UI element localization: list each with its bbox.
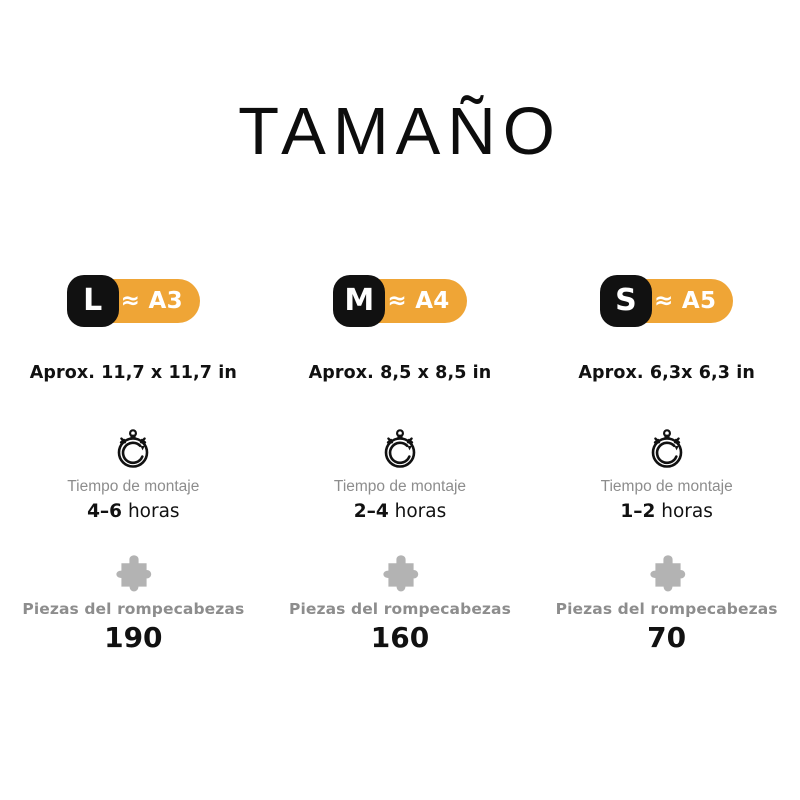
size-letter-chip: S xyxy=(599,275,652,327)
size-option-l[interactable]: ≈ A3 L Aprox. 11,7 x 11,7 in Tiemp xyxy=(0,275,267,654)
pieces-block: Piezas del rompecabezas 160 xyxy=(289,555,511,654)
assembly-time-label: Tiempo de montaje xyxy=(600,478,733,495)
size-badge-s: ≈ A5 S xyxy=(599,275,734,327)
dimensions-text: Aprox. 8,5 x 8,5 in xyxy=(308,363,492,383)
puzzle-piece-icon xyxy=(647,555,687,593)
puzzle-piece-icon xyxy=(113,555,153,593)
assembly-time-value: 4–6 horas xyxy=(87,501,180,522)
paper-equivalent-label: ≈ A4 xyxy=(387,287,450,314)
pieces-count: 190 xyxy=(104,621,163,654)
page-title: TAMAÑO xyxy=(238,94,562,169)
pieces-label: Piezas del rompecabezas xyxy=(22,600,245,618)
assembly-time-block: Tiempo de montaje 4–6 horas xyxy=(67,425,199,522)
pieces-block: Piezas del rompecabezas 70 xyxy=(556,555,778,654)
size-letter-chip: M xyxy=(333,275,386,327)
assembly-time-label: Tiempo de montaje xyxy=(67,478,200,495)
assembly-time-label: Tiempo de montaje xyxy=(333,478,467,495)
size-option-m[interactable]: ≈ A4 M Aprox. 8,5 x 8,5 in Tiempo xyxy=(267,275,534,654)
assembly-time-value: 2–4 horas xyxy=(354,501,447,522)
stopwatch-icon xyxy=(110,425,156,471)
stopwatch-icon xyxy=(377,425,423,471)
assembly-time-number: 2–4 xyxy=(353,501,389,522)
pieces-count: 160 xyxy=(370,621,430,654)
pieces-block: Piezas del rompecabezas 190 xyxy=(22,555,244,654)
assembly-time-number: 4–6 xyxy=(87,501,123,522)
paper-equivalent-label: ≈ A3 xyxy=(120,287,183,314)
assembly-time-value: 1–2 horas xyxy=(620,501,713,522)
assembly-time-block: Tiempo de montaje 2–4 horas xyxy=(334,425,466,522)
pieces-label: Piezas del rompecabezas xyxy=(555,600,778,618)
assembly-time-unit: horas xyxy=(388,501,447,522)
size-options-row: ≈ A3 L Aprox. 11,7 x 11,7 in Tiemp xyxy=(0,275,800,654)
paper-equivalent-label: ≈ A5 xyxy=(653,287,717,314)
stopwatch-icon xyxy=(644,425,690,471)
size-option-s[interactable]: ≈ A5 S Aprox. 6,3x 6,3 in Tiempo d xyxy=(533,275,800,654)
dimensions-text: Aprox. 6,3x 6,3 in xyxy=(578,363,755,383)
puzzle-piece-icon xyxy=(380,555,420,593)
pieces-count: 70 xyxy=(647,621,687,654)
dimensions-text: Aprox. 11,7 x 11,7 in xyxy=(29,363,237,383)
assembly-time-unit: horas xyxy=(655,501,713,522)
size-badge-m: ≈ A4 M xyxy=(333,275,467,327)
assembly-time-unit: horas xyxy=(122,501,180,522)
assembly-time-number: 1–2 xyxy=(620,501,656,522)
size-badge-l: ≈ A3 L xyxy=(66,275,200,327)
assembly-time-block: Tiempo de montaje 1–2 horas xyxy=(601,425,733,522)
pieces-label: Piezas del rompecabezas xyxy=(289,600,511,618)
size-letter-chip: L xyxy=(66,275,119,327)
